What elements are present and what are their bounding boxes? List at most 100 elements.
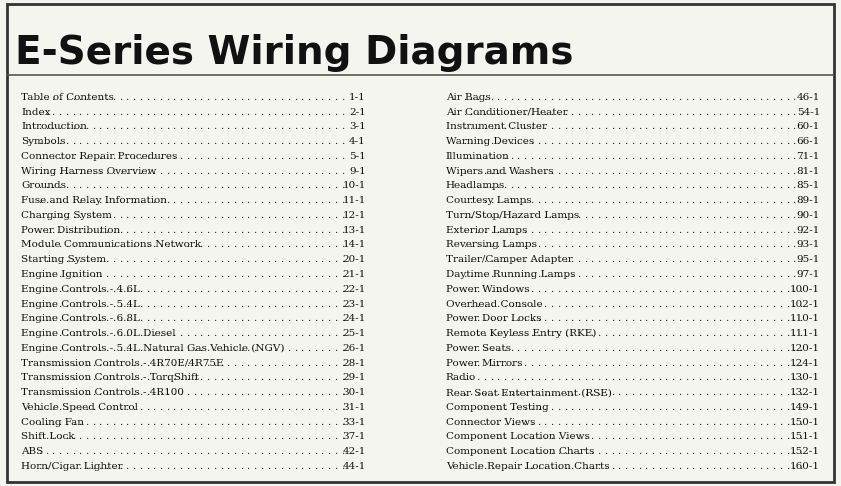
Text: .: . bbox=[112, 433, 115, 441]
Text: .: . bbox=[51, 403, 55, 412]
Text: .: . bbox=[631, 329, 634, 338]
Text: .: . bbox=[273, 181, 277, 191]
Text: .: . bbox=[738, 241, 742, 249]
Text: .: . bbox=[611, 329, 614, 338]
Text: .: . bbox=[718, 344, 722, 353]
Text: .: . bbox=[644, 447, 648, 456]
Text: .: . bbox=[186, 403, 189, 412]
Text: .: . bbox=[267, 417, 270, 427]
Text: .: . bbox=[280, 314, 283, 323]
Text: .: . bbox=[557, 255, 560, 264]
Text: .: . bbox=[732, 417, 735, 427]
Text: .: . bbox=[785, 93, 789, 102]
Text: .: . bbox=[334, 388, 337, 397]
Text: .: . bbox=[516, 388, 520, 397]
Text: .: . bbox=[644, 299, 648, 309]
Text: .: . bbox=[92, 285, 95, 294]
Text: .: . bbox=[260, 226, 263, 235]
Text: .: . bbox=[267, 107, 270, 117]
Text: .: . bbox=[738, 93, 742, 102]
Text: .: . bbox=[611, 285, 614, 294]
Text: .: . bbox=[132, 255, 135, 264]
Text: .: . bbox=[287, 167, 290, 175]
Text: .: . bbox=[240, 433, 243, 441]
Text: .: . bbox=[186, 433, 189, 441]
Text: .: . bbox=[476, 181, 479, 191]
Text: .: . bbox=[71, 462, 75, 471]
Text: .: . bbox=[213, 152, 216, 161]
Text: .: . bbox=[58, 152, 61, 161]
Text: .: . bbox=[772, 462, 775, 471]
Text: .: . bbox=[779, 388, 782, 397]
Text: .: . bbox=[624, 344, 627, 353]
Text: .: . bbox=[65, 211, 68, 220]
Text: .: . bbox=[651, 344, 654, 353]
Text: 97-1: 97-1 bbox=[796, 270, 820, 279]
Text: .: . bbox=[51, 417, 55, 427]
Text: .: . bbox=[139, 373, 142, 382]
Text: .: . bbox=[503, 226, 506, 235]
Text: .: . bbox=[516, 107, 520, 117]
Text: .: . bbox=[287, 270, 290, 279]
Text: .: . bbox=[557, 388, 560, 397]
Text: .: . bbox=[240, 329, 243, 338]
Text: .: . bbox=[557, 344, 560, 353]
Text: .: . bbox=[510, 181, 513, 191]
Text: .: . bbox=[253, 462, 257, 471]
Text: .: . bbox=[85, 152, 88, 161]
Text: .: . bbox=[510, 122, 513, 131]
Text: .: . bbox=[226, 122, 230, 131]
Text: .: . bbox=[510, 388, 513, 397]
Text: .: . bbox=[543, 270, 547, 279]
Text: .: . bbox=[58, 329, 61, 338]
Text: .: . bbox=[78, 433, 82, 441]
Text: .: . bbox=[678, 255, 681, 264]
Text: .: . bbox=[732, 270, 735, 279]
Text: .: . bbox=[752, 359, 755, 367]
Text: .: . bbox=[139, 285, 142, 294]
Text: .: . bbox=[246, 107, 250, 117]
Text: .: . bbox=[294, 255, 297, 264]
Text: .: . bbox=[152, 344, 156, 353]
Text: .: . bbox=[563, 226, 567, 235]
Text: .: . bbox=[570, 137, 574, 146]
Text: .: . bbox=[186, 152, 189, 161]
Text: .: . bbox=[597, 299, 600, 309]
Text: .: . bbox=[604, 167, 607, 175]
Text: .: . bbox=[260, 181, 263, 191]
Text: .: . bbox=[550, 329, 553, 338]
Text: .: . bbox=[510, 299, 513, 309]
Text: .: . bbox=[240, 462, 243, 471]
Text: .: . bbox=[799, 226, 802, 235]
Text: .: . bbox=[314, 211, 317, 220]
Text: .: . bbox=[159, 226, 162, 235]
Text: .: . bbox=[220, 137, 223, 146]
Text: .: . bbox=[85, 270, 88, 279]
Text: .: . bbox=[159, 314, 162, 323]
Text: .: . bbox=[489, 196, 493, 205]
Text: .: . bbox=[51, 373, 55, 382]
Text: .: . bbox=[563, 211, 567, 220]
Text: .: . bbox=[71, 285, 75, 294]
Text: .: . bbox=[145, 122, 149, 131]
Text: .: . bbox=[179, 388, 182, 397]
Text: .: . bbox=[664, 329, 668, 338]
Text: .: . bbox=[503, 314, 506, 323]
Text: .: . bbox=[523, 329, 526, 338]
Text: .: . bbox=[469, 241, 473, 249]
Text: .: . bbox=[530, 181, 533, 191]
Text: .: . bbox=[597, 403, 600, 412]
Text: .: . bbox=[489, 447, 493, 456]
Text: .: . bbox=[145, 181, 149, 191]
Text: .: . bbox=[651, 211, 654, 220]
Text: .: . bbox=[637, 181, 641, 191]
Text: .: . bbox=[631, 122, 634, 131]
Text: .: . bbox=[226, 137, 230, 146]
Text: .: . bbox=[785, 417, 789, 427]
Text: .: . bbox=[523, 122, 526, 131]
Text: .: . bbox=[179, 270, 182, 279]
Text: .: . bbox=[624, 196, 627, 205]
Text: .: . bbox=[711, 359, 715, 367]
Text: .: . bbox=[119, 226, 122, 235]
Text: .: . bbox=[516, 433, 520, 441]
